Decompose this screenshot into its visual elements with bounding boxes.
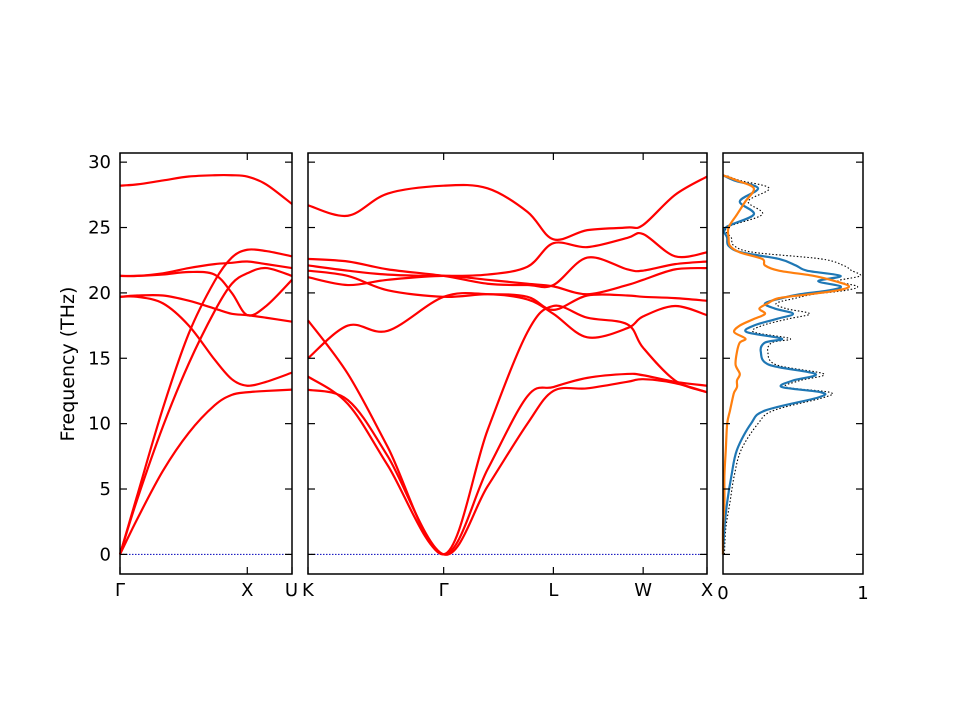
panel-frame [307,152,708,575]
dos-x-tick-label: 0 [717,583,728,604]
y-tick-label: 30 [88,152,111,173]
y-tick-label: 25 [88,218,111,239]
y-tick-label: 15 [88,348,111,369]
phonon-band-1-1 [119,388,293,555]
x-tick-label-Γ: Γ [439,580,449,601]
phonon-band-1-8 [119,173,293,205]
phonon-band-2-7 [307,256,708,289]
phonon-band-2-3 [307,304,708,556]
y-tick-label: 10 [88,414,111,435]
y-axis-title: Frequency (THz) [57,287,79,442]
phonon-band-1-5 [119,293,293,323]
phonon-band-1-2 [118,266,293,555]
x-tick-label-L: L [548,580,558,601]
dos-x-tick-label: 1 [857,583,868,604]
dos-curve-3 [721,174,851,555]
y-tick-label: 5 [100,479,111,500]
phonon-band-2-5 [307,269,708,311]
phonon-band-2-9 [307,175,708,241]
x-tick-label-W: W [634,580,652,601]
x-tick-label-Γ: Γ [115,580,125,601]
dos-curve-2 [721,174,843,555]
phonon-band-2-6 [307,266,708,296]
phonon-band-2-8 [307,231,708,278]
band-panel-1: 0 5 10 15 20 25 30 Γ X U [88,152,298,601]
dos-curve-1 [723,174,862,555]
y-tick-label: 0 [100,544,111,565]
phonon-band-2-1 [307,378,708,556]
x-tick-label-X: X [701,580,713,601]
panel-frame [119,152,293,575]
phonon-band-1-3 [118,248,293,555]
x-tick-label-X: X [241,580,253,601]
x-tick-label-K: K [302,580,315,601]
phonon-band-2-2 [307,372,708,556]
phonon-band-1-7 [119,270,293,317]
x-tick-label-U: U [285,580,298,601]
y-tick-label: 20 [88,283,111,304]
phonon-band-1-4 [119,295,293,387]
dos-panel-frame [722,152,864,575]
